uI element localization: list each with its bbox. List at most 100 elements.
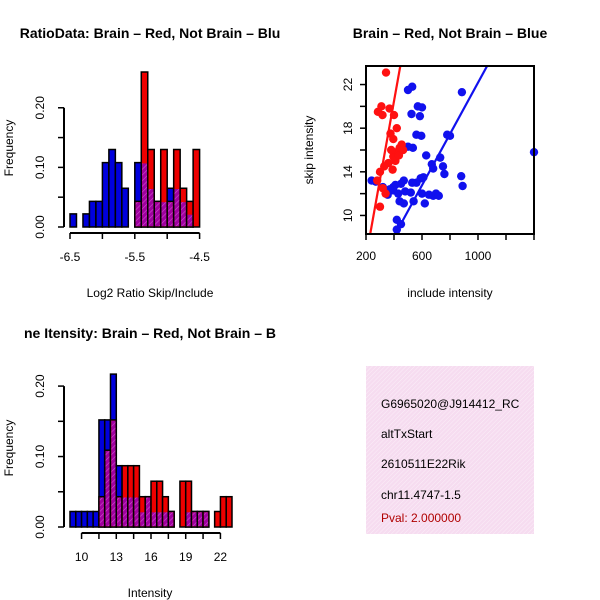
ratio-hist-bar-brain [192,148,201,228]
ratio-hist-x-tick-label: -5.5 [124,250,145,264]
ratio-hist-bar-overlap [174,189,180,227]
intensity-hist-bar-overlap [128,497,133,527]
scatter-x-tick-label: 200 [356,249,376,263]
intensity-hist-bar-overlap [151,512,156,527]
ratio-hist-bar-notbrain [88,200,97,228]
scatter-point-notbrain [434,191,443,201]
ratio-hist-y-tick-label: 0.20 [33,96,47,120]
intensity-hist-x-tick-label: 13 [110,550,124,564]
intensity-hist-bar-overlap [157,512,162,527]
intensity-hist-bar-notbrain [75,510,83,528]
scatter-point-brain [398,145,408,155]
info-locus: chr11.4747-1.5 [381,488,461,502]
scatter-point-brain [392,123,401,133]
scatter-xlabel: include intensity [407,286,492,300]
scatter-y-tick-label: 22 [341,78,355,92]
scatter-point-notbrain [417,131,426,141]
ratio-hist-bar-notbrain [108,148,117,228]
scatter-point-notbrain [438,162,448,171]
intensity-hist-bar-overlap [99,497,104,527]
ratio-hist-bar-overlap [187,214,193,227]
info-panel: G6965020@J914412_RC altTxStart 2610511E2… [366,366,534,534]
ratio-hist-y-tick-label: 0.00 [33,215,47,239]
scatter-ylabel: skip intensity [302,116,316,185]
scatter-point-notbrain [440,169,449,179]
scatter-y-tick-label: 14 [341,165,355,179]
intensity-hist-bar-overlap [122,497,128,527]
ratio-hist-bar-overlap [148,189,154,227]
scatter-point-brain [387,145,396,155]
ratio-hist-bar-notbrain [95,200,104,228]
scatter-fit-line-brain [369,65,402,235]
scatter-point-brain [389,134,398,144]
intensity-hist-x-tick-label: 16 [144,550,158,564]
scatter-point-notbrain [407,109,416,119]
intensity-hist-y-tick-label: 0.10 [33,445,47,469]
scatter-title: Brain – Red, Not Brain – Blue [353,25,548,41]
scatter-point-notbrain [395,197,404,206]
intensity-hist-bar-overlap [111,420,116,527]
ratio-hist-bar-notbrain [101,161,110,228]
intensity-hist-bar-brain [219,495,227,528]
ratio-histogram: 0.00 0.10 0.20 -6.5 -5.5 -4.5 [33,71,210,264]
ratio-hist-bar-notbrain [69,213,78,228]
ratio-hist-ylabel: Frequency [2,120,16,177]
ratio-hist-y-tick-label: 0.10 [33,155,47,179]
ratio-hist-bar-overlap [180,202,186,227]
scatter-point-brain [381,68,391,77]
scatter-point-notbrain [457,171,466,181]
scatter-point-notbrain [406,188,415,197]
scatter-point-notbrain [408,178,417,187]
scatter-x-tick-label: 1000 [465,249,492,263]
ratio-hist-bar-overlap [155,202,160,227]
scatter-point-brain [377,102,386,111]
scatter-point-notbrain [415,111,425,121]
ratio-hist-x-tick-label: -4.5 [189,250,210,264]
info-pval: Pval: 2.000000 [381,511,461,525]
intensity-hist-bar-overlap [140,512,145,527]
intensity-hist-bar-overlap [105,451,110,527]
scatter-point-notbrain [403,85,413,95]
intensity-hist-bar-notbrain [86,510,94,528]
ratio-hist-bar-notbrain [82,213,91,228]
intensity-histogram: 0.00 0.10 0.20 10 13 16 19 22 [33,373,233,564]
intensity-hist-title: ne Itensity: Brain – Red, Not Brain – B [24,325,276,341]
scatter-fit-line-notbrain [394,65,489,235]
ratio-hist-bar-notbrain [121,187,130,228]
ratio-hist-bar-brain [147,148,155,228]
intensity-hist-bar-overlap [186,512,191,527]
ratio-hist-bar-notbrain [114,161,123,228]
intensity-hist-bar-overlap [146,497,151,527]
ratio-hist-bar-overlap [161,202,167,227]
skip-include-scatter: 200 600 1000 10 14 18 22 [341,65,539,263]
ratio-hist-xlabel: Log2 Ratio Skip/Include [87,286,214,300]
intensity-hist-x-tick-label: 19 [179,550,193,564]
intensity-hist-x-tick-label: 22 [214,550,228,564]
scatter-x-tick-label: 600 [412,249,432,263]
intensity-hist-bar-overlap [134,497,139,527]
intensity-hist-bar-brain [213,510,222,528]
scatter-point-brain [388,165,397,174]
scatter-point-brain [375,202,385,211]
intensity-hist-bar-overlap [198,512,203,527]
intensity-hist-bar-notbrain [80,510,89,528]
intensity-hist-bar-overlap [203,512,209,527]
intensity-hist-bar-overlap [117,497,122,527]
scatter-point-notbrain [417,189,427,198]
scatter-point-notbrain [458,181,467,191]
intensity-hist-bar-notbrain [69,510,77,528]
scatter-point-brain [378,110,387,120]
scatter-point-brain [381,189,390,198]
info-event-type: altTxStart [381,427,433,441]
intensity-hist-bar-overlap [192,512,197,527]
ratio-hist-bar-overlap [142,163,147,227]
ratio-hist-title: RatioData: Brain – Red, Not Brain – Blu [20,25,281,41]
scatter-y-tick-label: 10 [341,208,355,222]
intensity-hist-x-tick-label: 10 [75,550,89,564]
scatter-point-notbrain [420,199,429,208]
intensity-hist-ylabel: Frequency [2,420,16,477]
intensity-hist-bar-overlap [163,512,168,527]
intensity-hist-bar-brain [179,480,187,528]
scatter-point-notbrain [394,189,403,198]
